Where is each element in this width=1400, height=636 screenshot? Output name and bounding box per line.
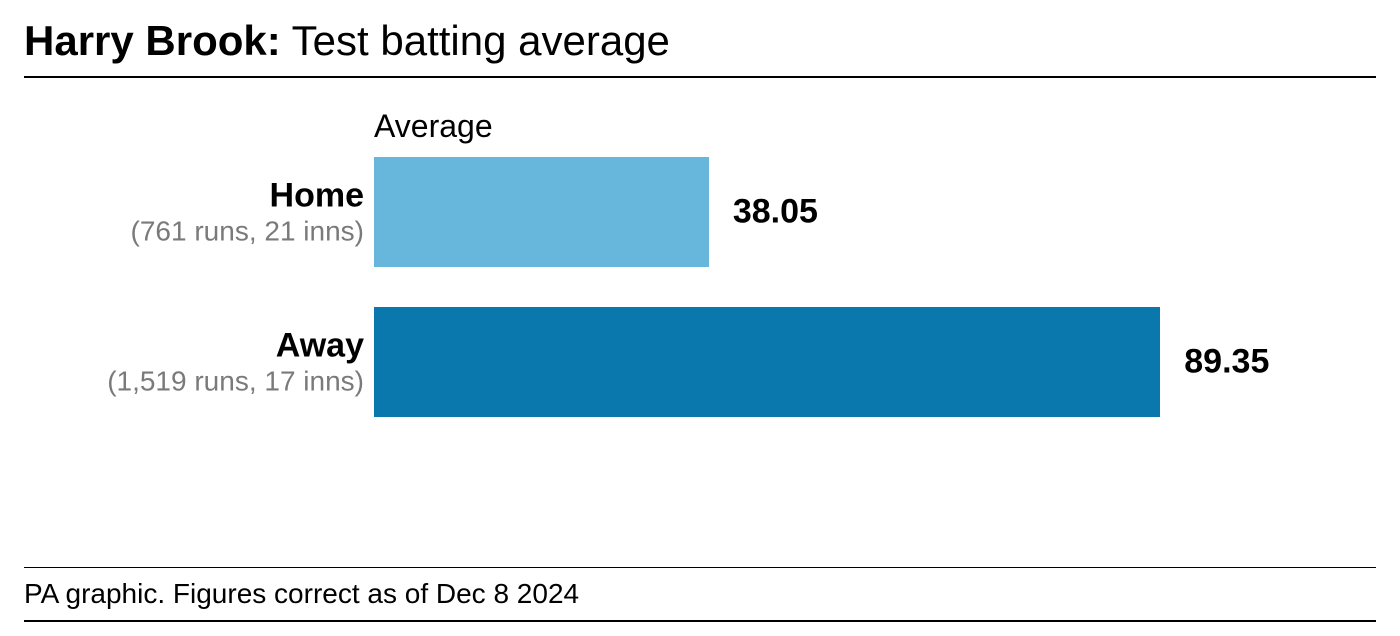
bar-row: Home(761 runs, 21 inns)38.05	[374, 157, 1376, 267]
title: Harry Brook: Test batting average	[24, 18, 1376, 64]
bar-value-label: 89.35	[1184, 343, 1269, 382]
bar	[374, 307, 1160, 417]
footer: PA graphic. Figures correct as of Dec 8 …	[24, 567, 1376, 622]
row-name: Home	[24, 177, 364, 216]
row-name: Away	[24, 327, 364, 366]
footer-text: PA graphic. Figures correct as of Dec 8 …	[24, 578, 1376, 610]
bar-row: Away(1,519 runs, 17 inns)89.35	[374, 307, 1376, 417]
bar-rows: Home(761 runs, 21 inns)38.05 Away(1,519 r…	[374, 157, 1376, 417]
row-label: Away(1,519 runs, 17 inns)	[24, 327, 364, 398]
axis-label: Average	[374, 108, 1376, 145]
bar	[374, 157, 709, 267]
graphic-root: Harry Brook: Test batting average Averag…	[0, 0, 1400, 636]
bar-chart: Average Home(761 runs, 21 inns)38.05Away…	[24, 108, 1376, 417]
row-label: Home(761 runs, 21 inns)	[24, 177, 364, 248]
bar-value-label: 38.05	[733, 193, 818, 232]
row-sub: (1,519 runs, 17 inns)	[24, 366, 364, 398]
bar-track: 89.35	[374, 307, 1254, 417]
title-light: Test batting average	[281, 17, 670, 64]
bar-track: 38.05	[374, 157, 1254, 267]
row-sub: (761 runs, 21 inns)	[24, 216, 364, 248]
title-row: Harry Brook: Test batting average	[24, 18, 1376, 78]
title-bold: Harry Brook:	[24, 17, 281, 64]
